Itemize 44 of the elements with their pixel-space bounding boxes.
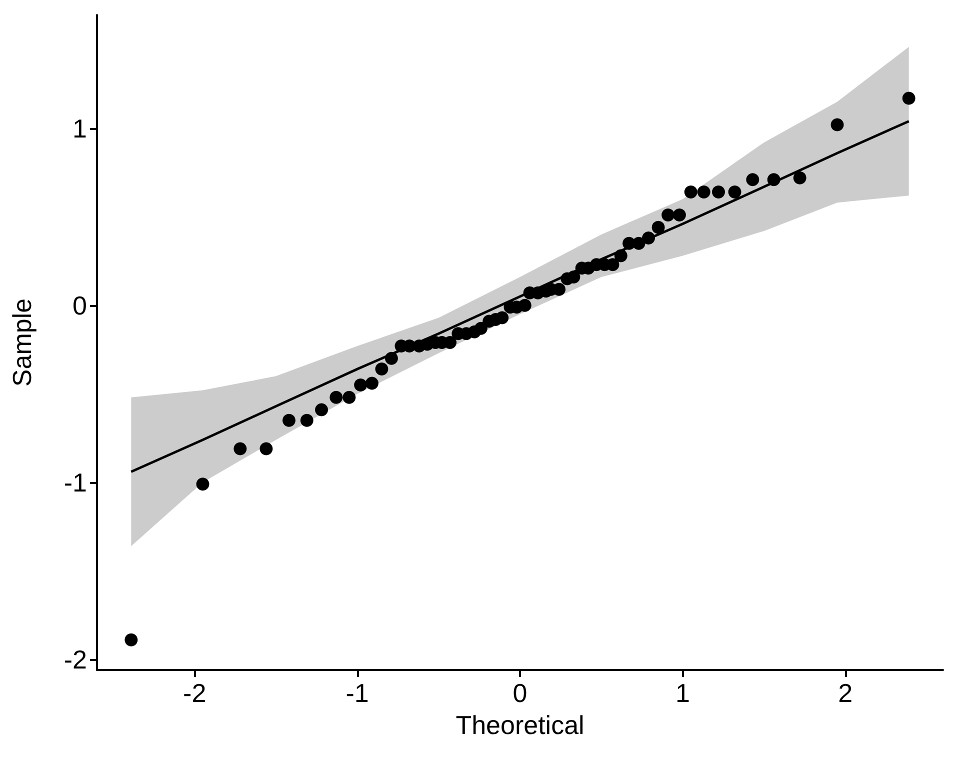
point	[830, 118, 844, 132]
x-tick-label: -1	[346, 678, 369, 708]
point	[354, 378, 368, 392]
point	[662, 208, 675, 222]
point	[384, 352, 398, 365]
y-tick-label: -2	[64, 644, 87, 674]
point	[746, 173, 760, 186]
point	[474, 322, 488, 335]
y-tick-label: 1	[72, 113, 87, 144]
line-series	[130, 120, 910, 473]
y-tick-label: -1	[64, 467, 87, 498]
point	[375, 362, 388, 376]
x-axis-title: Theoretical	[456, 710, 584, 740]
point	[124, 633, 138, 646]
point	[330, 390, 343, 404]
point	[902, 92, 916, 105]
point	[342, 390, 356, 404]
point	[196, 478, 210, 491]
point	[728, 186, 742, 199]
y-axis-title: Sample	[7, 298, 37, 387]
point	[365, 376, 378, 390]
point	[300, 414, 314, 427]
point	[614, 249, 628, 262]
point	[712, 186, 725, 199]
x-tick-label: 2	[838, 678, 853, 708]
point	[518, 298, 532, 312]
point	[672, 208, 686, 222]
point	[282, 414, 296, 427]
point	[652, 220, 665, 234]
x-tick-label: 0	[512, 678, 528, 708]
point	[632, 236, 646, 250]
y-tick-label: 0	[72, 290, 87, 320]
point	[234, 442, 247, 456]
point	[767, 173, 780, 186]
point	[793, 171, 806, 184]
point	[697, 186, 710, 199]
x-tick-label: -2	[183, 678, 206, 708]
point	[496, 311, 509, 324]
x-tick-label: 1	[675, 678, 690, 708]
point	[315, 403, 328, 416]
point	[567, 270, 580, 284]
point	[260, 442, 273, 456]
point	[684, 186, 698, 199]
point	[642, 232, 656, 245]
